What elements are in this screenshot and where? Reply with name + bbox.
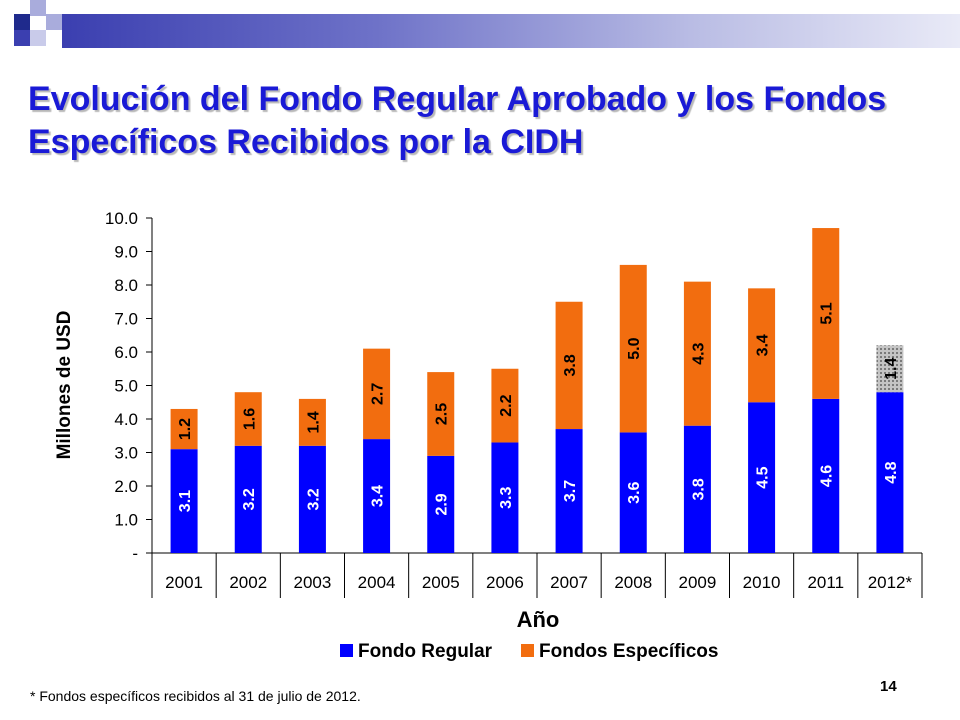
bar-fondos-especificos: [619, 264, 647, 433]
data-label-fondo-regular: 4.8: [883, 461, 900, 483]
data-label-fondo-regular: 3.4: [370, 485, 387, 507]
bar-fondos-especificos: [170, 408, 198, 450]
data-label-fondos-especificos: 2.5: [434, 403, 451, 425]
header-gradient-band: [62, 14, 960, 48]
x-tick-label: 2007: [550, 573, 588, 592]
data-label-fondos-especificos: 5.0: [626, 337, 643, 359]
y-tick-label: 1.0: [114, 511, 138, 530]
legend-label-fondo-regular: Fondo Regular: [358, 641, 493, 662]
bar-fondo-regular: [427, 455, 455, 553]
bars: [170, 228, 904, 553]
bar-fondos-especificos: [812, 228, 840, 399]
x-tick-label: 2006: [486, 573, 524, 592]
x-tick-label: 2005: [422, 573, 460, 592]
x-tick-label: 2003: [294, 573, 332, 592]
bar-fondo-regular: [298, 445, 326, 553]
y-tick-label: 4.0: [114, 410, 138, 429]
y-tick-label: 8.0: [114, 276, 138, 295]
decorative-square-light: [46, 14, 62, 30]
y-axis-title: Millones de USD: [54, 311, 75, 460]
y-tick-label: 2.0: [114, 477, 138, 496]
x-tick-label: 2008: [614, 573, 652, 592]
bar-fondos-especificos-partial: [876, 345, 904, 393]
bar-fondos-especificos: [234, 392, 262, 446]
legend-swatch-fondos-especificos: [521, 644, 534, 657]
bar-fondo-regular: [683, 425, 711, 553]
bar-fondos-especificos: [491, 368, 519, 443]
y-tick-label: 6.0: [114, 343, 138, 362]
data-label-fondos-especificos: 1.4: [305, 411, 322, 433]
bar-fondo-regular: [363, 439, 391, 553]
x-tick-label: 2004: [358, 573, 396, 592]
x-axis-title: Año: [517, 607, 560, 632]
bar-fondos-especificos: [683, 281, 711, 426]
y-tick-label: 7.0: [114, 310, 138, 329]
decorative-square-light: [30, 0, 46, 16]
footnote: * Fondos específicos recibidos al 31 de …: [30, 688, 361, 704]
decorative-square-light: [30, 30, 46, 46]
x-tick-label: 2011: [807, 573, 844, 592]
data-label-fondo-regular: 4.5: [755, 466, 772, 488]
legend-swatch-fondo-regular: [340, 644, 353, 657]
decorative-square-navy: [14, 14, 30, 30]
data-label-fondo-regular: 3.1: [177, 490, 194, 512]
data-label-fondo-regular: 3.3: [498, 487, 515, 509]
data-label-fondos-especificos: 2.7: [370, 383, 387, 405]
legend: Fondo Regular Fondos Específicos: [340, 641, 718, 662]
x-tick-label: 2010: [743, 573, 781, 592]
x-tick-label: 2009: [679, 573, 717, 592]
y-tick-label: 10.0: [105, 209, 138, 228]
bar-fondo-regular: [170, 449, 198, 553]
data-label-fondos-especificos: 1.2: [177, 418, 194, 440]
data-label-fondos-especificos: 5.1: [819, 302, 836, 324]
legend-label-fondos-especificos: Fondos Específicos: [539, 641, 718, 662]
y-tick-label: -: [132, 544, 138, 563]
data-label-fondo-regular: 3.7: [562, 480, 579, 502]
x-tick-label: 2001: [165, 573, 203, 592]
bar-fondos-especificos: [748, 288, 776, 403]
bar-fondo-regular: [491, 442, 519, 553]
data-label-fondos-especificos: 4.3: [690, 342, 707, 364]
slide-number: 14: [880, 678, 897, 695]
bar-fondo-regular: [876, 392, 904, 553]
bar-fondos-especificos: [555, 301, 583, 430]
bar-fondos-especificos: [298, 398, 326, 446]
data-label-fondos-especificos: 3.4: [755, 334, 772, 356]
data-label-fondos-especificos: 3.8: [562, 354, 579, 376]
data-label-fondo-regular: 3.2: [241, 488, 258, 510]
bar-fondo-regular: [812, 398, 840, 553]
bar-fondo-regular: [619, 432, 647, 553]
data-label-fondo-regular: 3.6: [626, 481, 643, 503]
y-tick-label: 9.0: [114, 243, 138, 262]
bar-fondos-especificos: [427, 372, 455, 456]
x-tick-label: 2002: [229, 573, 267, 592]
bar-fondo-regular: [234, 445, 262, 553]
data-label-fondo-regular: 4.6: [819, 465, 836, 487]
data-label-fondos-especificos: 1.4: [883, 358, 900, 380]
data-label-fondos-especificos: 1.6: [241, 408, 258, 430]
bar-fondo-regular: [555, 429, 583, 553]
y-tick-label: 5.0: [114, 377, 138, 396]
decorative-square-navy: [14, 30, 30, 46]
slide-title: Evolución del Fondo Regular Aprobado y l…: [28, 80, 887, 161]
y-tick-label: 3.0: [114, 444, 138, 463]
data-label-fondo-regular: 3.2: [305, 488, 322, 510]
bar-fondos-especificos: [363, 348, 391, 440]
axes: - 1.0 2.0 3.0 4.0 5.0 6.0 7.0 8.0 9.0 10.0 2001 2002…: [105, 209, 923, 598]
data-label-fondo-regular: 3.8: [690, 478, 707, 500]
data-label-fondos-especificos: 2.2: [498, 394, 515, 416]
data-label-fondo-regular: 2.9: [434, 493, 451, 515]
x-tick-label: 2012*: [868, 573, 913, 592]
data-labels: 3.1 1.2 3.2 1.6 3.2 1.4 3.4 2.7 2.9 2.5 3.3 2.2 3.7 3…: [177, 302, 900, 515]
bar-fondo-regular: [748, 402, 776, 553]
